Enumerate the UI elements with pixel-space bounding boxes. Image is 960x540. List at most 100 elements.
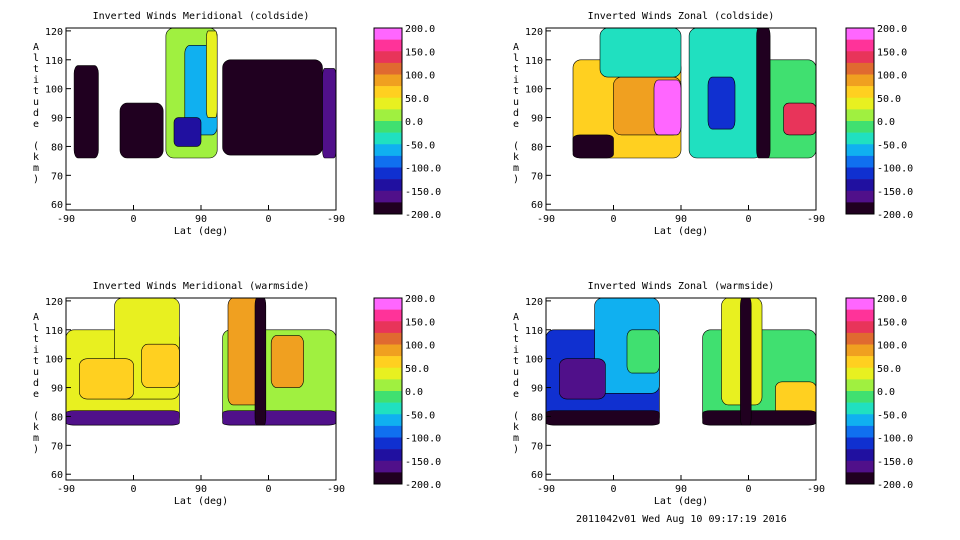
- colorbar-tick-label: -200.0: [405, 480, 441, 491]
- plot-area: [546, 298, 816, 426]
- contour-region: [702, 410, 816, 426]
- y-tick-label: 60: [531, 470, 543, 481]
- x-tick-label: 90: [675, 484, 687, 495]
- colorbar-swatch: [846, 321, 874, 334]
- y-tick-label: 100: [525, 85, 543, 96]
- colorbar-swatch: [374, 86, 402, 99]
- x-tick-label: 0: [130, 214, 136, 225]
- colorbar-swatch: [846, 414, 874, 427]
- x-tick-label: -90: [57, 214, 75, 225]
- contour-region: [254, 298, 267, 426]
- plot-area: [66, 298, 336, 426]
- chart-title: Inverted Winds Zonal (coldside): [588, 11, 775, 22]
- contour-region: [141, 343, 180, 388]
- colorbar-tick-label: -150.0: [877, 457, 913, 468]
- contour-region: [222, 410, 336, 426]
- y-tick-label: 120: [45, 27, 63, 38]
- y-tick-label: 90: [531, 384, 543, 395]
- y-tick-label: 70: [51, 171, 63, 182]
- colorbar-tick-label: 50.0: [877, 364, 901, 375]
- contour-region: [599, 28, 682, 78]
- colorbar-swatch: [846, 62, 874, 75]
- colorbar-swatch: [846, 144, 874, 157]
- colorbar-swatch: [374, 356, 402, 369]
- colorbar-swatch: [846, 132, 874, 145]
- y-tick-label: 60: [51, 200, 63, 211]
- colorbar-swatch: [846, 344, 874, 357]
- colorbar-swatch: [374, 472, 402, 485]
- colorbar-tick-label: -200.0: [877, 480, 913, 491]
- x-tick-label: 0: [265, 214, 271, 225]
- colorbar-swatch: [374, 391, 402, 403]
- colorbar-tick-label: 50.0: [877, 94, 901, 105]
- x-tick-label: -90: [327, 484, 345, 495]
- x-tick-label: -90: [57, 484, 75, 495]
- colorbar-swatch: [374, 51, 402, 64]
- colorbar-tick-label: 200.0: [405, 294, 435, 305]
- y-tick-label: 100: [45, 85, 63, 96]
- colorbar-tick-label: 0.0: [405, 387, 423, 398]
- colorbar-swatch: [846, 121, 874, 133]
- y-tick-label: 110: [525, 56, 543, 67]
- colorbar-tick-label: 0.0: [877, 387, 895, 398]
- colorbar-swatch: [846, 425, 874, 438]
- colorbar-swatch: [846, 437, 874, 450]
- colorbar-swatch: [846, 155, 874, 168]
- y-tick-label: 120: [525, 27, 543, 38]
- colorbar-tick-label: 50.0: [405, 94, 429, 105]
- colorbar-swatch: [846, 379, 874, 392]
- colorbar: 200.0 150.0 100.0 50.0 0.0 -50.0 -100.0 -150.0 -…: [373, 24, 441, 221]
- x-tick-label: 90: [675, 214, 687, 225]
- x-tick-label: -90: [807, 484, 825, 495]
- colorbar-swatch: [374, 109, 402, 122]
- colorbar-tick-label: 0.0: [405, 117, 423, 128]
- y-tick-label: 90: [531, 114, 543, 125]
- colorbar-swatch: [374, 97, 402, 110]
- colorbar-swatch: [374, 309, 402, 322]
- colorbar-swatch: [846, 332, 874, 345]
- y-tick-label: 80: [531, 412, 543, 423]
- y-tick-label: 110: [525, 326, 543, 337]
- colorbar-frame: [845, 297, 875, 485]
- x-tick-label: 0: [745, 484, 751, 495]
- x-tick-label: 90: [195, 484, 207, 495]
- colorbar-tick-label: 0.0: [877, 117, 895, 128]
- chart-panel-0: Inverted Winds Meridional (coldside) -90 0…: [33, 11, 441, 237]
- contour-region: [222, 59, 323, 156]
- contour-region: [79, 358, 134, 400]
- contour-region: [206, 30, 218, 118]
- colorbar-swatch: [374, 321, 402, 334]
- contour-region: [707, 76, 736, 130]
- contour-region: [73, 65, 99, 159]
- x-tick-label: 0: [265, 484, 271, 495]
- contour-region: [66, 410, 180, 426]
- colorbar-swatch: [846, 97, 874, 110]
- colorbar-tick-label: 100.0: [405, 341, 435, 352]
- colorbar-swatch: [374, 379, 402, 392]
- y-tick-label: 80: [51, 412, 63, 423]
- colorbar-tick-label: 150.0: [877, 47, 907, 58]
- plot-area: [73, 28, 336, 159]
- colorbar-swatch: [374, 202, 402, 215]
- y-tick-label: 90: [51, 114, 63, 125]
- colorbar-swatch: [374, 460, 402, 473]
- x-axis-label: Lat (deg): [654, 496, 708, 507]
- colorbar-frame: [373, 297, 403, 485]
- contour-region: [653, 79, 682, 136]
- x-axis-label: Lat (deg): [654, 226, 708, 237]
- contour-region: [270, 335, 304, 388]
- colorbar-tick-label: -150.0: [405, 187, 441, 198]
- colorbar-swatch: [846, 202, 874, 215]
- contour-region: [783, 102, 816, 136]
- y-tick-label: 80: [51, 142, 63, 153]
- contour-region: [322, 68, 336, 159]
- x-axis-label: Lat (deg): [174, 496, 228, 507]
- colorbar-tick-label: 200.0: [877, 294, 907, 305]
- colorbar-tick-label: -200.0: [877, 210, 913, 221]
- chart-panel-1: Inverted Winds Zonal (coldside) -90 0 90 0 -9…: [513, 11, 913, 237]
- colorbar-tick-label: -50.0: [877, 410, 907, 421]
- colorbar-swatch: [374, 62, 402, 75]
- colorbar-swatch: [374, 298, 402, 310]
